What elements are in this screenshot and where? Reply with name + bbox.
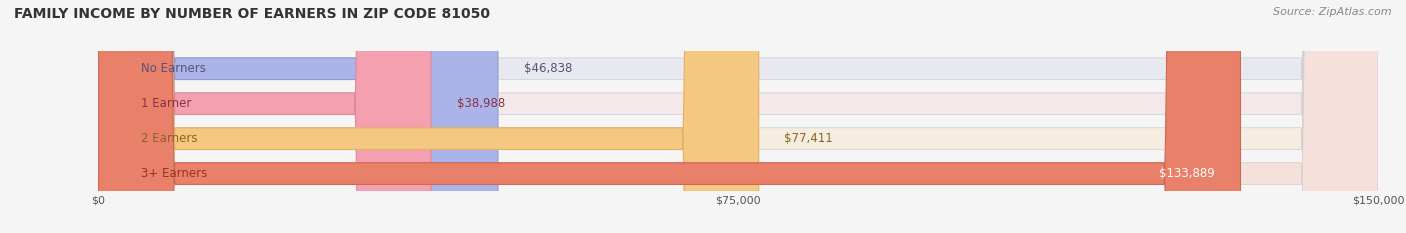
- Text: $38,988: $38,988: [457, 97, 505, 110]
- FancyBboxPatch shape: [98, 0, 432, 233]
- Text: $133,889: $133,889: [1159, 167, 1215, 180]
- FancyBboxPatch shape: [98, 0, 1378, 233]
- Text: 2 Earners: 2 Earners: [141, 132, 198, 145]
- Text: 3+ Earners: 3+ Earners: [141, 167, 207, 180]
- Text: 1 Earner: 1 Earner: [141, 97, 191, 110]
- Text: Source: ZipAtlas.com: Source: ZipAtlas.com: [1274, 7, 1392, 17]
- Text: FAMILY INCOME BY NUMBER OF EARNERS IN ZIP CODE 81050: FAMILY INCOME BY NUMBER OF EARNERS IN ZI…: [14, 7, 491, 21]
- FancyBboxPatch shape: [98, 0, 759, 233]
- FancyBboxPatch shape: [98, 0, 1378, 233]
- Text: $46,838: $46,838: [523, 62, 572, 75]
- FancyBboxPatch shape: [98, 0, 1378, 233]
- FancyBboxPatch shape: [98, 0, 498, 233]
- FancyBboxPatch shape: [98, 0, 1240, 233]
- Text: No Earners: No Earners: [141, 62, 205, 75]
- FancyBboxPatch shape: [98, 0, 1378, 233]
- Text: $77,411: $77,411: [785, 132, 832, 145]
